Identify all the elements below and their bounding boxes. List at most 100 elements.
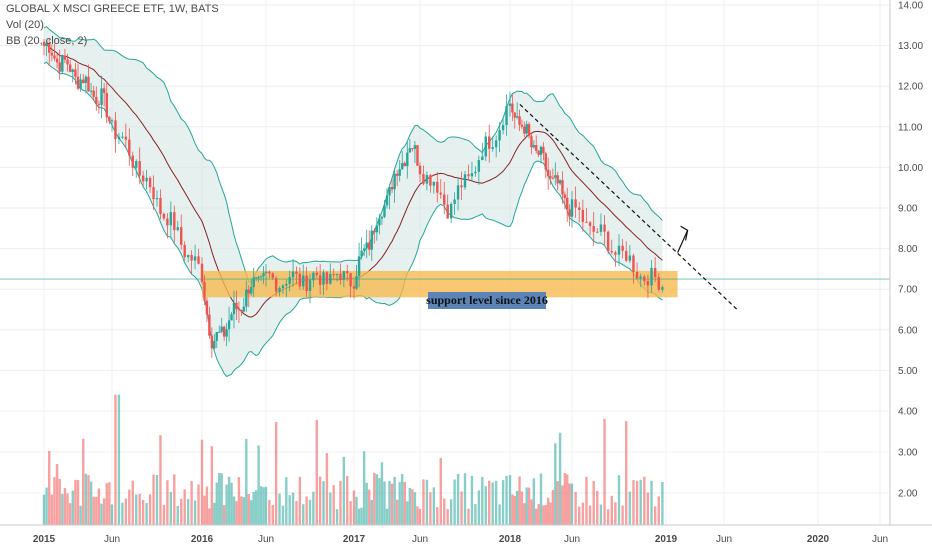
volume-bar bbox=[315, 420, 318, 525]
volume-bar bbox=[268, 499, 271, 525]
volume-bar bbox=[388, 480, 391, 525]
candle-body bbox=[213, 340, 216, 349]
volume-bar bbox=[232, 496, 236, 525]
candle-body bbox=[342, 271, 346, 281]
volume-bar bbox=[617, 475, 621, 525]
volume-bar bbox=[411, 489, 414, 525]
volume-bar bbox=[561, 485, 564, 525]
candle-body bbox=[653, 267, 657, 278]
volume-bar bbox=[563, 473, 567, 525]
candle-body bbox=[411, 148, 414, 150]
volume-bar bbox=[539, 473, 543, 525]
time-tick: Jun bbox=[258, 534, 274, 545]
volume-axis: 4.00 3.00 2.00 bbox=[898, 407, 918, 500]
volume-bar bbox=[302, 504, 305, 525]
volume-bar bbox=[554, 443, 557, 525]
candle-body bbox=[193, 256, 197, 261]
volume-bar bbox=[318, 476, 322, 525]
candle-body bbox=[82, 79, 85, 84]
candle-body bbox=[105, 92, 108, 118]
candle-body bbox=[599, 224, 603, 232]
candle-body bbox=[511, 103, 514, 113]
candle-body bbox=[318, 275, 322, 285]
candle-body bbox=[322, 272, 325, 285]
volume-bar bbox=[76, 480, 80, 525]
volume-bar bbox=[117, 394, 121, 525]
candles bbox=[42, 38, 664, 358]
time-tick: Jun bbox=[872, 534, 888, 545]
candle-body bbox=[183, 244, 186, 258]
volume-bar bbox=[418, 508, 422, 525]
volume-bar bbox=[121, 502, 124, 525]
candle-body bbox=[518, 116, 521, 125]
volume-bar bbox=[203, 495, 206, 525]
volume-bar bbox=[245, 438, 248, 525]
candle-body bbox=[332, 274, 335, 276]
candle-body bbox=[491, 147, 494, 149]
volume-bar bbox=[570, 483, 574, 525]
candle-body bbox=[558, 180, 562, 184]
candle-body bbox=[535, 145, 538, 151]
volume-bar bbox=[574, 491, 577, 525]
volume-bar bbox=[138, 493, 141, 525]
candle-body bbox=[200, 263, 204, 283]
candle-body bbox=[55, 58, 59, 63]
candle-body bbox=[180, 227, 183, 245]
volume-tick: 3.00 bbox=[898, 448, 918, 459]
candle-body bbox=[474, 171, 477, 174]
candle-body bbox=[505, 105, 508, 126]
volume-tick: 4.00 bbox=[898, 407, 918, 418]
legend: GLOBAL X MSCI GREECE ETF, 1W, BATS Vol (… bbox=[6, 1, 219, 49]
volume-bar bbox=[443, 498, 446, 525]
volume-bar bbox=[657, 496, 660, 525]
volume-bar bbox=[240, 496, 243, 525]
candle-body bbox=[355, 275, 358, 289]
volume-bar bbox=[606, 509, 610, 525]
volume-bar bbox=[50, 494, 54, 525]
candle-body bbox=[285, 283, 288, 286]
candle-body bbox=[262, 273, 265, 277]
candle-body bbox=[145, 177, 148, 182]
candle-body bbox=[561, 180, 564, 195]
volume-bar bbox=[281, 505, 285, 525]
candle-body bbox=[138, 161, 141, 176]
candle-body bbox=[45, 43, 48, 46]
volume-bar bbox=[581, 502, 585, 525]
support-label: support level since 2016 bbox=[426, 293, 548, 307]
volume-bar bbox=[42, 494, 46, 525]
candle-body bbox=[117, 136, 121, 140]
candle-body bbox=[537, 150, 540, 155]
candle-body bbox=[121, 136, 124, 138]
volume-bar bbox=[220, 473, 223, 525]
volume-bar bbox=[370, 500, 373, 525]
volume-bar bbox=[365, 482, 368, 525]
volume-bar bbox=[603, 418, 606, 525]
volume-bar bbox=[325, 453, 329, 525]
volume-bar bbox=[527, 487, 531, 525]
candle-body bbox=[210, 335, 214, 349]
volume-bar bbox=[546, 497, 550, 525]
volume-bar bbox=[362, 451, 366, 525]
volume-bar bbox=[650, 480, 653, 525]
volume-bar bbox=[406, 501, 409, 525]
volume-bar bbox=[467, 508, 470, 525]
volume-bar bbox=[535, 508, 538, 525]
candle-body bbox=[375, 225, 379, 233]
volume-bar bbox=[197, 484, 200, 525]
volume-bar bbox=[53, 477, 56, 525]
time-tick: 2018 bbox=[499, 534, 522, 545]
price-tick: 9.00 bbox=[898, 204, 918, 215]
volume-bar bbox=[193, 500, 197, 525]
arrow-head bbox=[680, 225, 689, 241]
candle-body bbox=[401, 163, 404, 169]
legend-volume: Vol (20) bbox=[6, 19, 44, 31]
volume-bar bbox=[235, 501, 238, 525]
volume-bar bbox=[463, 473, 467, 525]
candle-body bbox=[61, 55, 64, 72]
candle-body bbox=[446, 204, 449, 219]
candle-body bbox=[574, 199, 577, 208]
volume-bar bbox=[222, 505, 226, 525]
candle-body bbox=[325, 272, 329, 284]
volume-bar bbox=[653, 506, 657, 525]
